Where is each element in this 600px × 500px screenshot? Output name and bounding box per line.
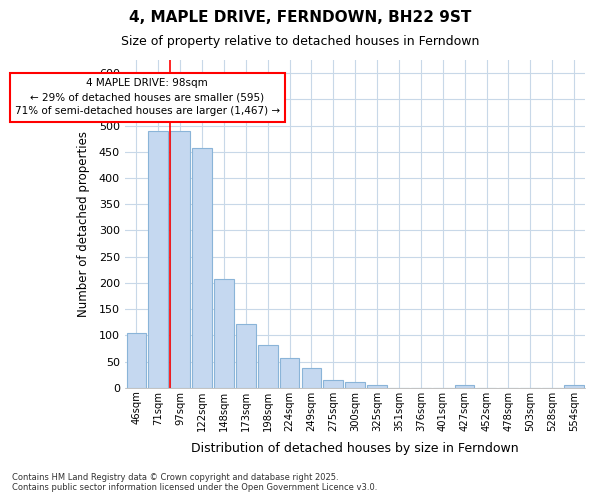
Text: Size of property relative to detached houses in Ferndown: Size of property relative to detached ho… xyxy=(121,35,479,48)
Y-axis label: Number of detached properties: Number of detached properties xyxy=(77,131,91,317)
Bar xyxy=(455,385,475,388)
Bar xyxy=(236,324,256,388)
Bar xyxy=(346,382,365,388)
Text: 4, MAPLE DRIVE, FERNDOWN, BH22 9ST: 4, MAPLE DRIVE, FERNDOWN, BH22 9ST xyxy=(129,10,471,25)
Bar xyxy=(214,279,234,388)
Bar xyxy=(148,131,168,388)
Bar xyxy=(127,332,146,388)
Text: Contains HM Land Registry data © Crown copyright and database right 2025.
Contai: Contains HM Land Registry data © Crown c… xyxy=(12,473,377,492)
Bar xyxy=(323,380,343,388)
Bar xyxy=(192,148,212,388)
Bar xyxy=(302,368,321,388)
Bar xyxy=(367,385,387,388)
X-axis label: Distribution of detached houses by size in Ferndown: Distribution of detached houses by size … xyxy=(191,442,519,455)
Bar xyxy=(258,344,278,388)
Bar xyxy=(280,358,299,388)
Text: 4 MAPLE DRIVE: 98sqm
← 29% of detached houses are smaller (595)
71% of semi-deta: 4 MAPLE DRIVE: 98sqm ← 29% of detached h… xyxy=(15,78,280,116)
Bar xyxy=(170,131,190,388)
Bar xyxy=(564,385,584,388)
